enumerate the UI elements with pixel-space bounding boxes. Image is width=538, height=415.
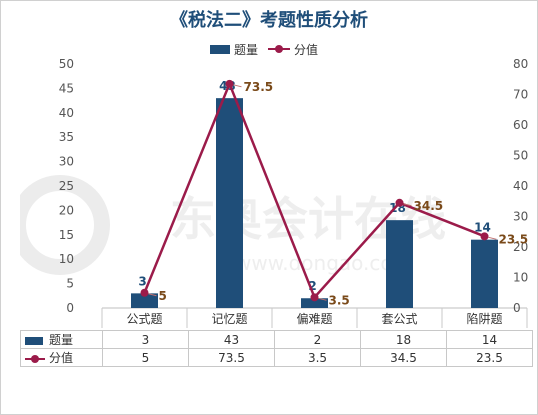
line-point xyxy=(140,288,149,297)
y-left-tick-label: 30 xyxy=(59,155,74,169)
line-data-label: 23.5 xyxy=(499,232,529,246)
y-right-tick-label: 70 xyxy=(513,88,528,102)
line-label-leader xyxy=(403,203,412,207)
bar xyxy=(471,239,498,308)
table-cell: 23.5 xyxy=(446,348,533,367)
legend-label-bar: 题量 xyxy=(234,42,259,57)
table-bar-swatch xyxy=(25,336,43,345)
table-row-label: 题量 xyxy=(49,333,74,347)
table-row-count: 题量 3 43 2 18 14 xyxy=(20,330,533,349)
table-cell: 73.5 xyxy=(188,348,275,367)
x-tick-label: 公式题 xyxy=(126,312,162,326)
chart-title: 《税法二》考题性质分析 xyxy=(170,10,368,31)
line-point xyxy=(310,293,319,302)
line-point xyxy=(225,79,234,88)
line-label-leader xyxy=(488,236,497,240)
x-tick-label: 套公式 xyxy=(381,312,417,326)
y-right-tick-label: 60 xyxy=(513,118,528,132)
y-left-tick-label: 35 xyxy=(59,130,74,144)
y-left-tick-label: 5 xyxy=(66,277,74,291)
table-cell: 43 xyxy=(188,330,275,349)
table-cell: 5 xyxy=(102,348,189,367)
y-left-tick-label: 15 xyxy=(59,228,74,242)
line-data-label: 73.5 xyxy=(244,80,274,94)
x-tick-label: 偏难题 xyxy=(296,311,332,326)
table-row-label: 分值 xyxy=(49,351,74,365)
bar xyxy=(301,298,328,308)
table-row-header: 分值 xyxy=(20,348,103,367)
data-table: 题量 3 43 2 18 14 分值 5 73.5 3.5 34.5 23.5 xyxy=(20,330,533,367)
y-left-tick-label: 10 xyxy=(59,252,74,266)
legend-item-line: 分值 xyxy=(268,41,318,58)
table-cell: 14 xyxy=(446,330,533,349)
y-right-tick-label: 10 xyxy=(513,271,528,285)
chart-legend: 题量 分值 xyxy=(210,40,328,58)
y-right-tick-label: 30 xyxy=(513,210,528,224)
y-left-tick-label: 50 xyxy=(59,57,74,71)
legend-item-bar: 题量 xyxy=(210,41,258,58)
table-line-swatch xyxy=(25,354,45,364)
line-point xyxy=(480,232,489,241)
y-left-tick-label: 40 xyxy=(59,106,74,120)
table-cell: 3 xyxy=(102,330,189,349)
y-right-tick-label: 50 xyxy=(513,149,528,163)
x-tick-label: 记忆题 xyxy=(211,312,247,326)
legend-line-swatch xyxy=(268,44,291,54)
legend-bar-swatch xyxy=(210,44,230,54)
bar xyxy=(216,98,243,308)
table-cell: 3.5 xyxy=(274,348,361,367)
line-series xyxy=(143,80,485,300)
line-label-leader xyxy=(233,84,242,88)
bar xyxy=(131,293,158,308)
line-label-leader xyxy=(318,297,327,301)
y-right-tick-label: 0 xyxy=(513,301,521,315)
line-data-label: 34.5 xyxy=(414,199,444,213)
bar xyxy=(386,220,413,308)
y-right-tick-label: 20 xyxy=(513,240,528,254)
line-label-leader xyxy=(148,293,157,297)
y-left-tick-label: 45 xyxy=(59,81,74,95)
x-tick-label: 陷阱题 xyxy=(466,311,502,326)
table-cell: 2 xyxy=(274,330,361,349)
y-right-tick-label: 40 xyxy=(513,179,528,193)
y-right-tick-label: 80 xyxy=(513,57,528,71)
table-cell: 18 xyxy=(360,330,447,349)
bar-data-label: 2 xyxy=(308,279,316,293)
y-left-tick-label: 25 xyxy=(59,179,74,193)
line-data-label: 5 xyxy=(159,289,167,303)
y-left-tick-label: 20 xyxy=(59,203,74,217)
line-data-label: 3.5 xyxy=(329,293,350,307)
table-cell: 34.5 xyxy=(360,348,447,367)
legend-label-line: 分值 xyxy=(294,42,319,57)
y-left-tick-label: 0 xyxy=(66,301,74,315)
bar-data-label: 3 xyxy=(138,274,146,288)
table-row-score: 分值 5 73.5 3.5 34.5 23.5 xyxy=(20,348,533,367)
table-row-header: 题量 xyxy=(20,330,103,349)
bar-data-label: 14 xyxy=(474,221,491,235)
chart-plot: 0510152025303540455001020304050607080公式题… xyxy=(59,57,529,328)
line-point xyxy=(395,198,404,207)
